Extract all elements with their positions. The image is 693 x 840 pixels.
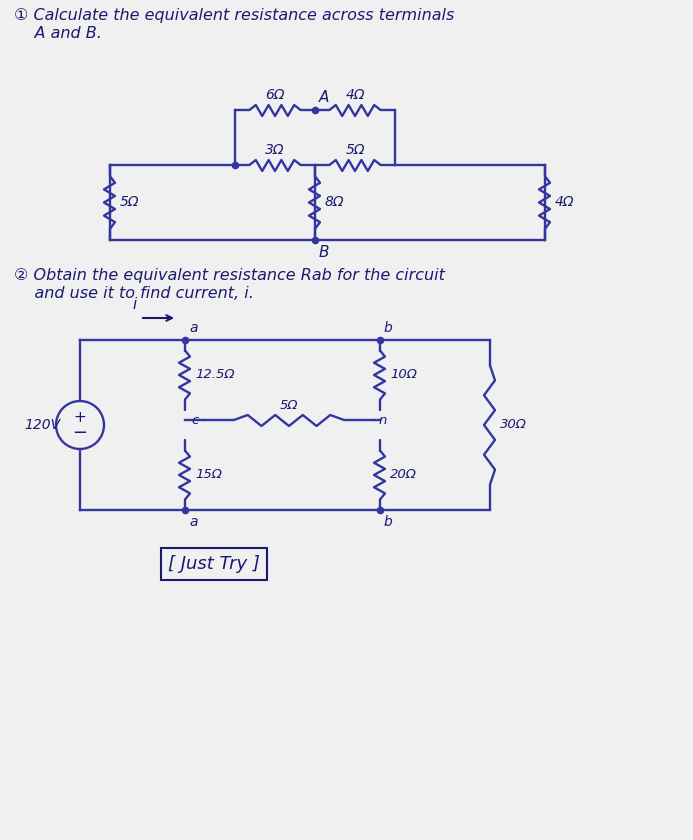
Text: 5Ω: 5Ω [120,196,139,209]
Text: b: b [384,321,393,335]
Text: 4Ω: 4Ω [345,88,365,102]
Text: a: a [189,321,198,335]
Text: 12.5Ω: 12.5Ω [195,369,234,381]
Text: 5Ω: 5Ω [345,143,365,157]
Text: 30Ω: 30Ω [500,418,527,432]
Text: b: b [384,515,393,529]
Text: 4Ω: 4Ω [555,196,574,209]
Text: A and B.: A and B. [14,26,102,41]
Text: 15Ω: 15Ω [195,469,222,481]
Text: n: n [379,414,387,428]
Text: +: + [73,409,87,424]
Text: a: a [189,515,198,529]
Text: 8Ω: 8Ω [325,196,344,209]
Text: c: c [192,414,199,428]
Text: 3Ω: 3Ω [265,143,285,157]
Text: 6Ω: 6Ω [265,88,285,102]
Text: A: A [319,90,329,105]
Text: 120V: 120V [24,418,60,432]
Text: 5Ω: 5Ω [280,399,298,412]
Text: and use it to find current, i.: and use it to find current, i. [14,286,254,301]
Text: 20Ω: 20Ω [390,469,417,481]
Text: 10Ω: 10Ω [390,369,417,381]
Text: B: B [319,245,329,260]
Text: ② Obtain the equivalent resistance Rab for the circuit: ② Obtain the equivalent resistance Rab f… [14,268,445,283]
Text: −: − [73,424,87,442]
Text: ① Calculate the equivalent resistance across terminals: ① Calculate the equivalent resistance ac… [14,8,455,23]
Text: i: i [133,297,137,312]
Text: [ Just Try ]: [ Just Try ] [168,555,260,573]
